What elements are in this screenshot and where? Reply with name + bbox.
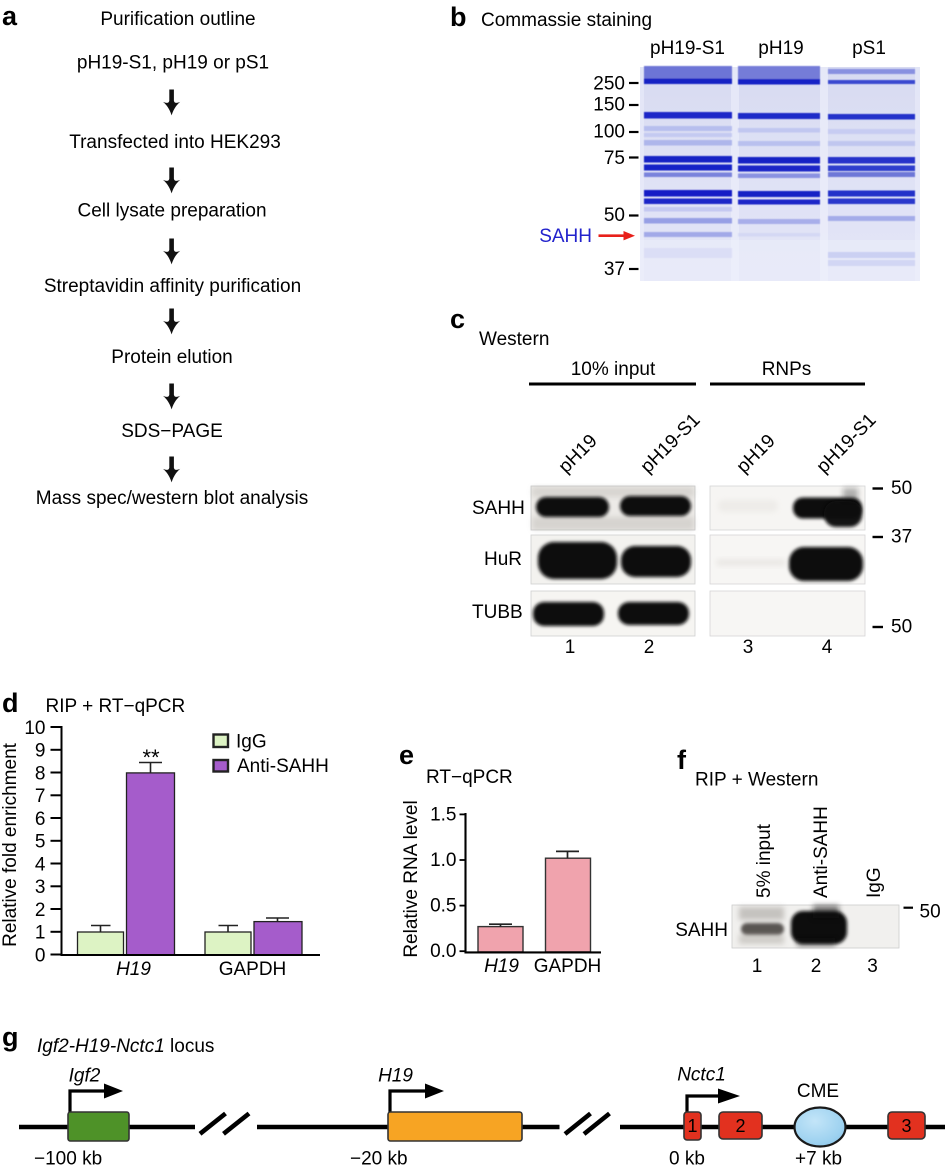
svg-text:4: 4: [35, 854, 46, 875]
svg-text:IgG: IgG: [864, 867, 885, 898]
svg-text:SAHH: SAHH: [472, 498, 525, 519]
svg-text:f: f: [677, 745, 687, 775]
svg-text:1: 1: [565, 637, 576, 658]
svg-text:Igf2: Igf2: [69, 1066, 101, 1087]
svg-text:d: d: [2, 688, 19, 718]
svg-text:pH19-S1, pH19 or pS1: pH19-S1, pH19 or pS1: [77, 53, 269, 74]
svg-text:Relative RNA level: Relative RNA level: [401, 800, 422, 957]
svg-text:pS1: pS1: [852, 38, 886, 59]
svg-text:3: 3: [35, 877, 46, 898]
svg-text:3: 3: [743, 637, 754, 658]
svg-text:HuR: HuR: [484, 549, 522, 570]
svg-text:pH19-S1: pH19-S1: [637, 410, 705, 478]
svg-text:10: 10: [24, 718, 45, 739]
svg-text:2: 2: [644, 637, 655, 658]
svg-text:75: 75: [604, 148, 625, 169]
svg-text:50: 50: [920, 902, 941, 923]
svg-text:e: e: [399, 740, 414, 770]
svg-text:10% input: 10% input: [571, 359, 656, 380]
svg-text:RNPs: RNPs: [762, 359, 812, 380]
svg-text:b: b: [450, 2, 467, 32]
svg-text:c: c: [450, 304, 465, 334]
svg-text:Igf2-H19-Nctc1 locus: Igf2-H19-Nctc1 locus: [37, 1036, 214, 1057]
svg-text:9: 9: [35, 741, 46, 762]
svg-text:SAHH: SAHH: [675, 920, 728, 941]
svg-text:Protein elution: Protein elution: [111, 347, 232, 368]
svg-text:H19: H19: [116, 959, 151, 980]
svg-text:Western: Western: [479, 329, 549, 350]
svg-text:8: 8: [35, 763, 46, 784]
svg-text:50: 50: [891, 616, 912, 637]
svg-text:TUBB: TUBB: [472, 602, 523, 623]
svg-text:0 kb: 0 kb: [669, 1149, 705, 1170]
svg-text:2: 2: [735, 1116, 745, 1136]
svg-text:Cell lysate preparation: Cell lysate preparation: [77, 201, 266, 222]
svg-text:pH19: pH19: [758, 38, 803, 59]
svg-text:−20 kb: −20 kb: [350, 1149, 408, 1170]
svg-text:pH19: pH19: [555, 431, 602, 478]
svg-text:37: 37: [604, 259, 625, 280]
svg-text:2: 2: [811, 956, 822, 977]
svg-text:5: 5: [35, 832, 46, 853]
svg-text:CME: CME: [797, 1081, 839, 1102]
svg-text:GAPDH: GAPDH: [534, 956, 602, 977]
svg-text:SAHH: SAHH: [539, 226, 592, 247]
svg-text:Mass spec/western blot analysi: Mass spec/western blot analysis: [36, 488, 308, 509]
svg-text:100: 100: [593, 122, 625, 143]
svg-text:IgG: IgG: [236, 732, 267, 753]
svg-text:1.0: 1.0: [430, 850, 456, 871]
svg-text:Purification outline: Purification outline: [100, 9, 255, 30]
svg-text:1: 1: [752, 956, 763, 977]
svg-text:+7 kb: +7 kb: [795, 1149, 842, 1170]
svg-text:−100 kb: −100 kb: [34, 1149, 102, 1170]
svg-text:RIP + Western: RIP + Western: [695, 770, 818, 791]
svg-text:250: 250: [593, 74, 625, 95]
svg-text:7: 7: [35, 786, 46, 807]
svg-text:RT−qPCR: RT−qPCR: [426, 767, 513, 788]
svg-text:5% input: 5% input: [754, 823, 775, 898]
svg-text:SDS−PAGE: SDS−PAGE: [121, 421, 223, 442]
svg-text:1: 1: [687, 1116, 697, 1136]
svg-text:6: 6: [35, 809, 46, 830]
svg-text:0: 0: [35, 945, 46, 966]
svg-text:3: 3: [867, 956, 878, 977]
svg-text:4: 4: [822, 637, 833, 658]
svg-text:pH19: pH19: [733, 431, 780, 478]
svg-text:3: 3: [901, 1116, 911, 1136]
svg-text:RIP + RT−qPCR: RIP + RT−qPCR: [46, 696, 186, 717]
svg-text:a: a: [2, 1, 18, 31]
svg-text:150: 150: [593, 95, 625, 116]
svg-text:H19: H19: [484, 956, 519, 977]
svg-text:Streptavidin affinity purifica: Streptavidin affinity purification: [44, 276, 301, 297]
svg-text:50: 50: [891, 478, 912, 499]
svg-text:Transfected into HEK293: Transfected into HEK293: [69, 132, 281, 153]
svg-text:H19: H19: [378, 1066, 413, 1087]
svg-text:Anti-SAHH: Anti-SAHH: [237, 756, 329, 777]
svg-text:Relative fold enrichment: Relative fold enrichment: [0, 742, 21, 947]
svg-text:0.5: 0.5: [430, 896, 456, 917]
svg-text:pH19-S1: pH19-S1: [650, 38, 725, 59]
svg-text:g: g: [2, 1022, 19, 1052]
svg-text:**: **: [142, 745, 160, 770]
svg-text:37: 37: [891, 526, 912, 547]
svg-text:Nctc1: Nctc1: [677, 1065, 726, 1086]
svg-text:50: 50: [604, 205, 625, 226]
svg-text:GAPDH: GAPDH: [219, 959, 287, 980]
svg-text:Anti-SAHH: Anti-SAHH: [811, 806, 832, 898]
svg-text:pH19-S1: pH19-S1: [813, 410, 881, 478]
svg-text:0.0: 0.0: [430, 941, 456, 962]
svg-text:2: 2: [35, 900, 46, 921]
svg-text:1.5: 1.5: [430, 804, 456, 825]
svg-text:Commassie staining: Commassie staining: [481, 10, 652, 31]
svg-text:1: 1: [35, 923, 46, 944]
